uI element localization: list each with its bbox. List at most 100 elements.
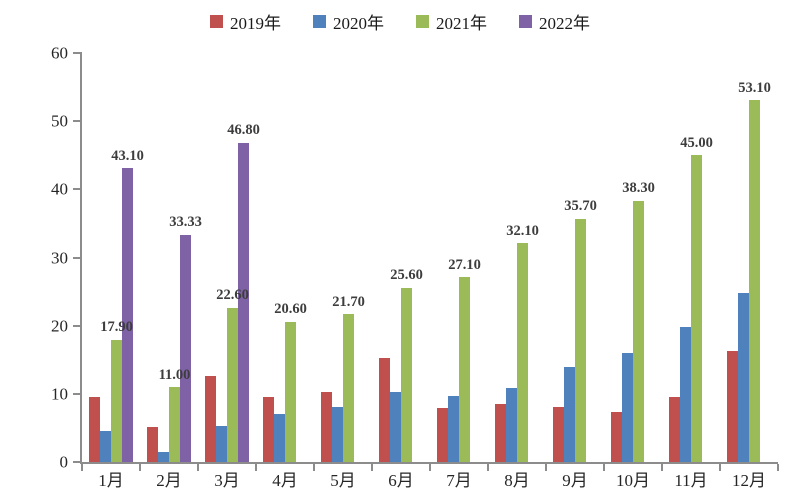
x-axis-label-month-5: 5月 bbox=[330, 471, 356, 490]
legend-label: 2020年 bbox=[333, 14, 384, 33]
data-label-2021-m6: 25.60 bbox=[390, 267, 423, 283]
bar-2020-m3 bbox=[216, 425, 227, 462]
bar-2019-m7 bbox=[437, 408, 448, 462]
x-axis-label-month-6: 6月 bbox=[388, 471, 414, 490]
x-tick-mark bbox=[197, 464, 199, 471]
data-label-2021-m5: 21.70 bbox=[332, 293, 365, 310]
bar-2021-m5 bbox=[343, 314, 354, 462]
bar-2021-m3 bbox=[227, 307, 238, 462]
bar-2019-m11 bbox=[669, 397, 680, 462]
legend-label: 2022年 bbox=[539, 14, 590, 33]
bar-2021-m11 bbox=[691, 155, 702, 462]
x-tick-mark bbox=[255, 464, 257, 471]
x-axis-label-month-11: 11月 bbox=[674, 471, 708, 490]
x-tick-mark bbox=[81, 464, 83, 471]
bar-2019-m9 bbox=[553, 407, 564, 462]
y-tick-label: 40 bbox=[51, 179, 68, 199]
y-tick-mark bbox=[73, 256, 82, 259]
y-tick-mark bbox=[73, 461, 82, 463]
x-axis-label-month-3: 3月 bbox=[214, 471, 240, 490]
bar-2021-m6 bbox=[401, 287, 412, 462]
x-axis-label-month-8: 8月 bbox=[504, 471, 530, 490]
bar-2020-m9 bbox=[564, 366, 575, 462]
legend-item-2022: 2022年 bbox=[519, 9, 590, 34]
legend-swatch-icon bbox=[416, 15, 429, 28]
bar-2019-m12 bbox=[727, 350, 738, 462]
data-label-2021-m10: 38.30 bbox=[622, 180, 655, 197]
y-tick-label: 20 bbox=[51, 316, 68, 336]
legend-item-2021: 2021年 bbox=[416, 9, 487, 34]
bar-2021-m10 bbox=[633, 200, 644, 462]
data-label-2021-m4: 20.60 bbox=[274, 301, 307, 318]
legend-swatch-icon bbox=[210, 15, 223, 28]
y-tick-mark bbox=[73, 52, 82, 54]
bar-2019-m8 bbox=[495, 404, 506, 462]
data-label-2021-m2: 11.00 bbox=[158, 366, 191, 383]
data-label-2021-m8: 32.10 bbox=[506, 222, 539, 239]
data-label-2022-m3: 46.80 bbox=[227, 122, 260, 139]
x-tick-mark bbox=[545, 464, 547, 471]
x-axis-label-month-12: 12月 bbox=[732, 471, 766, 490]
bar-2020-m4 bbox=[274, 413, 285, 462]
x-axis-label-month-2: 2月 bbox=[156, 471, 182, 490]
x-axis-label-month-10: 10月 bbox=[616, 471, 650, 490]
bar-2019-m3 bbox=[205, 376, 216, 462]
bar-2019-m2 bbox=[147, 426, 158, 462]
x-axis-label-month-9: 9月 bbox=[562, 471, 588, 490]
y-tick-mark bbox=[73, 324, 82, 327]
bar-2021-m4 bbox=[285, 321, 296, 462]
bar-2021-m7 bbox=[459, 277, 470, 462]
x-tick-mark bbox=[371, 464, 373, 471]
legend-item-2019: 2019年 bbox=[210, 9, 281, 34]
data-label-2021-m11: 45.00 bbox=[680, 134, 713, 151]
bar-2020-m6 bbox=[390, 391, 401, 462]
y-tick-label: 0 bbox=[59, 452, 69, 472]
bar-2020-m12 bbox=[738, 292, 749, 462]
bar-2021-m2 bbox=[169, 387, 180, 462]
data-label-2021-m12: 53.10 bbox=[738, 79, 771, 96]
data-label-2022-m2: 33.33 bbox=[169, 214, 202, 231]
x-tick-mark bbox=[603, 464, 605, 471]
bar-2019-m4 bbox=[263, 396, 274, 462]
bar-2021-m9 bbox=[575, 218, 586, 462]
bar-2022-m2 bbox=[180, 234, 191, 462]
data-label-2021-m3: 22.60 bbox=[216, 287, 249, 304]
x-axis-label-month-7: 7月 bbox=[446, 471, 472, 490]
data-label-2021-m7: 27.10 bbox=[448, 256, 481, 273]
y-tick-label: 50 bbox=[51, 111, 68, 131]
x-tick-mark bbox=[777, 464, 779, 471]
bar-2020-m8 bbox=[506, 387, 517, 462]
bar-2020-m1 bbox=[100, 430, 111, 462]
x-axis-label-month-1: 1月 bbox=[98, 471, 124, 490]
legend-item-2020: 2020年 bbox=[313, 9, 384, 34]
bar-2022-m3 bbox=[238, 142, 249, 462]
bar-2019-m5 bbox=[321, 391, 332, 462]
bar-2021-m1 bbox=[111, 339, 122, 462]
legend: 2019年 2020年 2021年 2022年 bbox=[0, 9, 800, 34]
bar-2020-m2 bbox=[158, 452, 169, 462]
bar-2021-m8 bbox=[517, 243, 528, 462]
legend-label: 2019年 bbox=[230, 14, 281, 33]
y-tick-mark bbox=[73, 188, 82, 191]
bar-2022-m1 bbox=[122, 168, 133, 462]
data-label-2021-m1: 17.90 bbox=[100, 319, 133, 336]
legend-swatch-icon bbox=[313, 15, 326, 28]
bar-2019-m10 bbox=[611, 412, 622, 462]
bar-2020-m10 bbox=[622, 352, 633, 462]
bar-2021-m12 bbox=[749, 100, 760, 462]
x-tick-mark bbox=[719, 464, 721, 471]
y-tick-label: 60 bbox=[51, 43, 68, 63]
x-tick-mark bbox=[139, 464, 141, 471]
x-axis-label-month-4: 4月 bbox=[272, 471, 298, 490]
plot-area: 0 10 20 30 40 50 60 1月 2月 3月 4月 5月 6月 7月 8月 9月 10月 11月 12月… bbox=[51, 45, 779, 489]
x-tick-mark bbox=[313, 464, 315, 471]
x-tick-mark bbox=[487, 464, 489, 471]
y-tick-label: 10 bbox=[51, 384, 68, 404]
legend-swatch-icon bbox=[519, 15, 532, 28]
bar-2020-m5 bbox=[332, 406, 343, 462]
bar-2020-m11 bbox=[680, 327, 691, 462]
data-label-2021-m9: 35.70 bbox=[564, 198, 597, 215]
bar-2020-m7 bbox=[448, 395, 459, 462]
x-tick-mark bbox=[429, 464, 431, 471]
